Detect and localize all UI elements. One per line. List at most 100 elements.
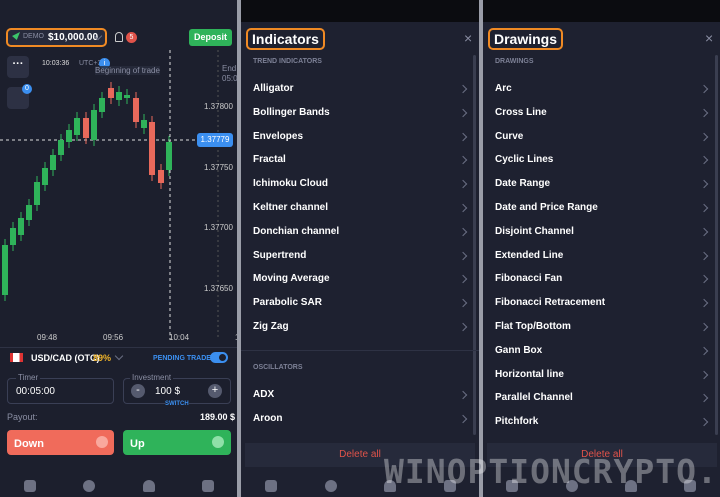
list-item[interactable]: Aroon <box>253 412 283 424</box>
list-item[interactable]: Moving Average <box>253 273 330 285</box>
list-item[interactable]: Date and Price Range <box>495 202 598 213</box>
list-item[interactable]: Parallel Channel <box>495 392 573 404</box>
list-item[interactable]: Cyclic Lines <box>495 154 554 166</box>
pending-trade: PENDING TRADE <box>153 355 211 362</box>
candle-body <box>116 92 122 100</box>
candle-body <box>124 95 130 98</box>
clock: 10:03:36 <box>42 60 70 67</box>
watermark: WINOPTIONCRYPTO.COM <box>384 452 720 491</box>
nav-profile[interactable] <box>625 480 637 492</box>
nav-help[interactable] <box>83 480 95 492</box>
scrollbar <box>473 55 476 435</box>
list-item[interactable]: Pitchfork <box>495 416 539 428</box>
account-switch[interactable] <box>6 28 107 47</box>
candle-body <box>108 88 114 98</box>
info-icon[interactable]: i <box>99 58 110 69</box>
nav-help[interactable] <box>566 480 578 492</box>
panel-body <box>241 22 479 497</box>
list-item[interactable]: Bollinger Bands <box>253 106 330 118</box>
list-item[interactable]: Parabolic SAR <box>253 297 322 309</box>
list-item[interactable]: Horizontal line <box>495 368 564 380</box>
nav-profile[interactable] <box>143 480 155 492</box>
portfolio-badge: 0 <box>22 84 32 94</box>
delete-all[interactable]: Delete all <box>487 443 717 467</box>
timezone: UTC+3 <box>79 60 102 67</box>
list-item[interactable]: Fibonacci Retracement <box>495 297 606 309</box>
list-item[interactable]: Donchian channel <box>253 225 340 237</box>
candle-body <box>26 205 32 220</box>
payout-value: 189.00 $ <box>200 412 236 422</box>
list-item[interactable]: ADX <box>253 389 275 400</box>
investment-label: Investment <box>130 373 174 382</box>
tooltip: Beginning of trade <box>95 66 160 75</box>
list-item[interactable]: Disjoint Channel <box>495 225 574 237</box>
list-item[interactable]: Fractal <box>253 154 286 166</box>
minus-button[interactable]: - <box>131 384 145 398</box>
nav-more[interactable] <box>202 480 214 492</box>
account-type: DEMO <box>23 33 44 40</box>
list-item[interactable]: Envelopes <box>253 130 304 142</box>
list-item[interactable]: Cross Line <box>495 106 547 118</box>
deposit-button[interactable]: Deposit <box>189 29 232 46</box>
current-price: 1.37779 <box>197 133 233 147</box>
close-button[interactable]: × <box>705 30 714 46</box>
candle-body <box>158 170 164 183</box>
demo-icon <box>12 32 20 40</box>
list-item[interactable]: Supertrend <box>253 249 307 261</box>
timer-box[interactable] <box>7 378 114 404</box>
up-icon <box>212 436 224 448</box>
candle-body <box>66 130 72 142</box>
down-button[interactable]: Down <box>7 430 114 455</box>
candle-body <box>74 118 80 135</box>
candle-body <box>2 245 8 295</box>
bell-icon[interactable] <box>115 32 123 42</box>
drawings-panel: Drawings × DRAWINGS Arc Cross Line Curve Cy… <box>483 0 720 497</box>
candles <box>2 82 172 301</box>
list-item[interactable]: Date Range <box>495 178 551 190</box>
switch[interactable]: SWITCH <box>165 401 189 407</box>
trade-panel: DEMO $10,000.00 5 Deposit ··· 0 10:03:36… <box>0 0 237 497</box>
candle-body <box>99 98 105 112</box>
list-item[interactable]: Alligator <box>253 83 294 94</box>
pair[interactable]: USD/CAD (OTC) <box>31 353 100 363</box>
drawings-title: Drawings <box>488 28 564 50</box>
timer-label: Timer <box>16 373 41 382</box>
list-item[interactable]: Extended Line <box>495 249 564 261</box>
candle-body <box>34 182 40 205</box>
price-label: 1.37800 <box>204 102 233 111</box>
candle-body <box>83 118 89 138</box>
candle-body <box>10 228 16 245</box>
payout-label: Payout: <box>7 412 38 422</box>
nav-help[interactable] <box>325 480 337 492</box>
investment-value: 100 $ <box>155 386 181 397</box>
close-button[interactable]: × <box>464 30 473 46</box>
menu-button[interactable]: ··· <box>7 56 29 78</box>
list-item[interactable]: Arc <box>495 83 512 94</box>
indicators-title: Indicators <box>246 28 325 50</box>
price-label: 1.37750 <box>204 162 233 172</box>
plus-button[interactable]: + <box>208 384 222 398</box>
list-item[interactable]: Curve <box>495 130 524 142</box>
time-label: 1 <box>235 333 237 342</box>
timer-value: 00:05:00 <box>16 386 55 397</box>
nav-chart[interactable] <box>265 480 277 492</box>
pending-toggle[interactable] <box>210 352 228 363</box>
pair-dropdown[interactable] <box>114 351 124 361</box>
nav-chart[interactable] <box>506 480 518 492</box>
list-item[interactable]: Keltner channel <box>253 202 329 213</box>
list-item[interactable]: Flat Top/Bottom <box>495 321 571 332</box>
time-label: 09:48 <box>37 333 58 342</box>
candle-body <box>166 142 172 170</box>
divider <box>0 347 237 348</box>
list-item[interactable]: Ichimoku Cloud <box>253 178 328 190</box>
candle-body <box>18 218 24 235</box>
list-item[interactable]: Gann Box <box>495 344 543 356</box>
nav-chart[interactable] <box>24 480 36 492</box>
nav-more[interactable] <box>444 480 456 492</box>
nav-profile[interactable] <box>384 480 396 492</box>
list-item[interactable]: Fibonacci Fan <box>495 273 563 285</box>
list-item[interactable]: Zig Zag <box>253 321 289 332</box>
delete-all[interactable]: Delete all <box>245 443 475 467</box>
nav-more[interactable] <box>684 480 696 492</box>
